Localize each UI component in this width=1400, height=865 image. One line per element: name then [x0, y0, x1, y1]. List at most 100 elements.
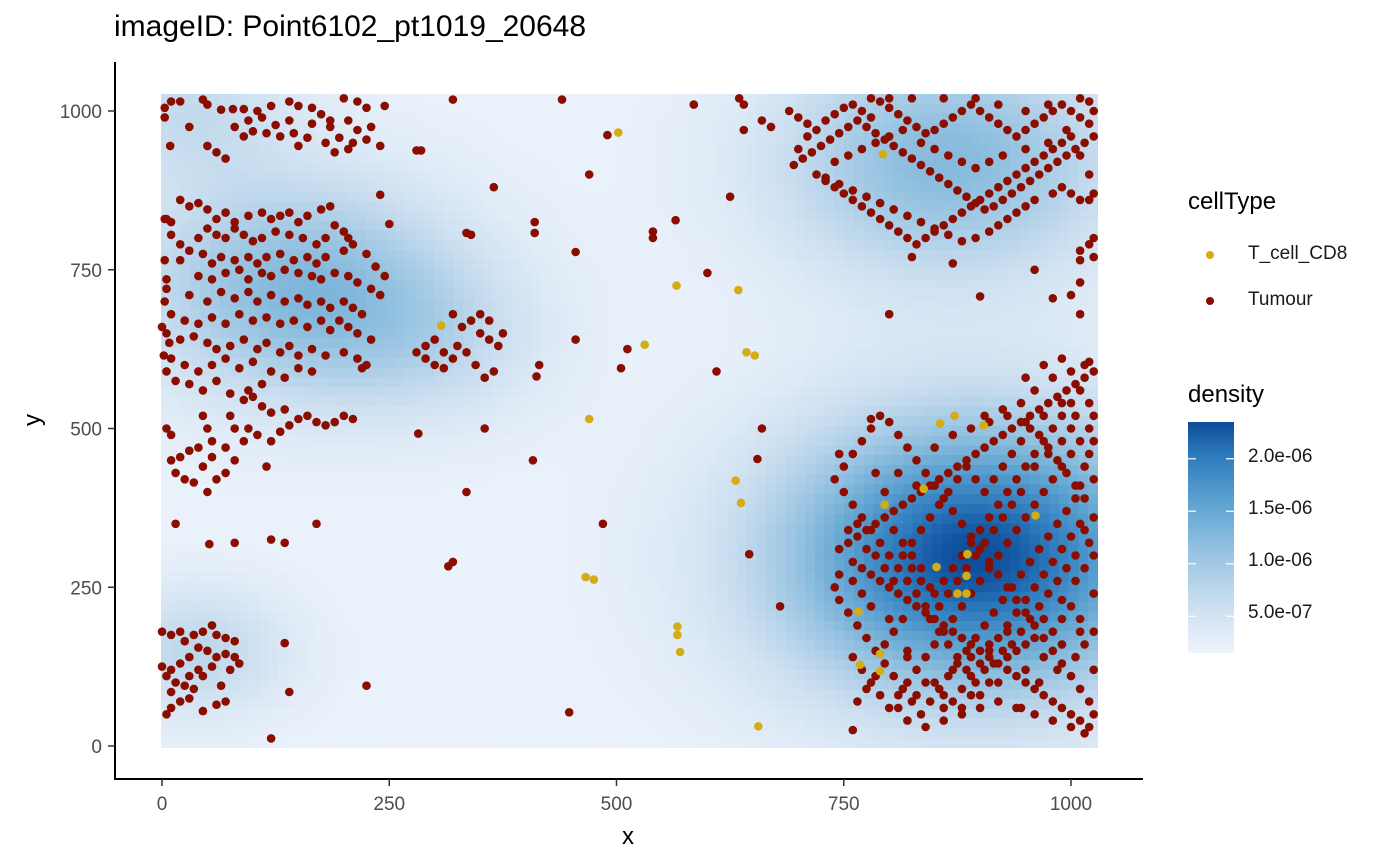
legend-celltype-title: cellType	[1188, 188, 1277, 215]
tumour-point	[944, 589, 953, 598]
tumour-point	[930, 125, 939, 135]
tumour-point	[866, 208, 876, 217]
tumour-point	[794, 113, 803, 122]
tumour-point	[1030, 265, 1039, 275]
x-tick-label: 1000	[1050, 794, 1092, 815]
tumour-point	[271, 120, 280, 130]
tumour-point	[1089, 475, 1098, 484]
tumour-point	[1007, 640, 1017, 649]
tumour-point	[262, 252, 271, 262]
tumour-point	[889, 525, 898, 535]
tumour-point	[257, 268, 267, 278]
tumour-point	[1030, 157, 1039, 167]
tumour-point	[1089, 513, 1098, 522]
tumour-point	[253, 430, 262, 440]
tumour-point	[903, 443, 912, 452]
tumour-point	[912, 602, 921, 611]
tumour-point	[839, 462, 849, 471]
tumour-point	[375, 290, 385, 300]
tumour-point	[159, 351, 169, 360]
tumour-point	[239, 230, 249, 240]
tumour-point	[339, 227, 349, 236]
tumour-point	[165, 141, 175, 151]
y-tick-label: 0	[91, 737, 102, 758]
tumour-point	[448, 95, 458, 104]
tumour-point	[180, 316, 189, 325]
tumour-point	[285, 208, 294, 217]
tumour-point	[335, 316, 344, 325]
tumour-point	[1089, 367, 1098, 376]
tumour-point	[830, 157, 839, 167]
tumour-point	[975, 659, 985, 668]
tumour-point	[494, 341, 503, 351]
tumour-point	[807, 148, 817, 157]
tumour-point	[1089, 436, 1098, 446]
tumour-point	[1021, 595, 1030, 605]
tumour-point	[1003, 411, 1012, 421]
tumour-point	[1003, 487, 1012, 497]
tumour-point	[280, 297, 290, 306]
tumour-point	[203, 100, 212, 109]
y-tick-label: 500	[70, 420, 102, 441]
tumour-point	[194, 233, 203, 243]
tumour-point	[1075, 246, 1085, 255]
tumour-point	[285, 116, 294, 125]
tumour-point	[907, 252, 917, 262]
tumour-point	[198, 249, 208, 259]
tumour-point	[1075, 519, 1085, 529]
legend-label-tcell: T_cell_CD8	[1248, 243, 1348, 264]
tumour-point	[939, 119, 948, 128]
tumour-point	[166, 430, 176, 440]
tumour-point	[921, 608, 930, 617]
tumour-point	[1030, 633, 1039, 643]
tcell-point	[962, 589, 971, 598]
tumour-point	[453, 341, 462, 351]
tumour-point	[821, 116, 830, 125]
tumour-point	[816, 141, 826, 151]
tcell-point	[1031, 511, 1040, 520]
tumour-point	[1012, 170, 1021, 179]
tumour-point	[712, 367, 721, 376]
tumour-point	[1044, 532, 1053, 541]
tumour-point	[162, 275, 171, 284]
tumour-point	[1021, 373, 1030, 383]
tumour-point	[348, 414, 358, 424]
tumour-point	[971, 233, 980, 243]
tumour-point	[994, 697, 1003, 706]
tumour-point	[212, 344, 221, 354]
tumour-point	[198, 627, 208, 636]
tumour-point	[180, 475, 189, 484]
tumour-point	[498, 329, 508, 338]
tumour-point	[944, 151, 953, 160]
tumour-point	[157, 662, 167, 671]
tumour-point	[1012, 595, 1021, 605]
tumour-point	[975, 544, 985, 554]
tumour-point	[339, 348, 349, 357]
tumour-point	[1021, 125, 1030, 135]
tumour-point	[903, 233, 912, 243]
tumour-point	[160, 113, 169, 122]
tumour-point	[789, 160, 799, 170]
tcell-point	[979, 421, 988, 430]
tumour-point	[1034, 544, 1044, 554]
tumour-point	[280, 373, 290, 383]
tumour-point	[239, 436, 249, 446]
tumour-point	[248, 392, 258, 402]
tumour-point	[344, 144, 353, 154]
tumour-point	[1025, 557, 1035, 567]
tumour-point	[1066, 602, 1076, 611]
tumour-point	[362, 249, 371, 259]
tumour-point	[1066, 449, 1076, 459]
tumour-point	[1084, 697, 1094, 706]
tumour-point	[316, 297, 326, 306]
tumour-point	[1021, 106, 1030, 116]
tumour-point	[975, 703, 985, 713]
tumour-point	[244, 287, 253, 297]
tumour-point	[194, 198, 203, 208]
tumour-point	[939, 94, 948, 103]
tumour-point	[889, 576, 898, 586]
tumour-point	[944, 640, 953, 649]
tumour-point	[957, 602, 967, 611]
tumour-point	[207, 275, 217, 284]
x-tick-label: 500	[601, 794, 633, 815]
